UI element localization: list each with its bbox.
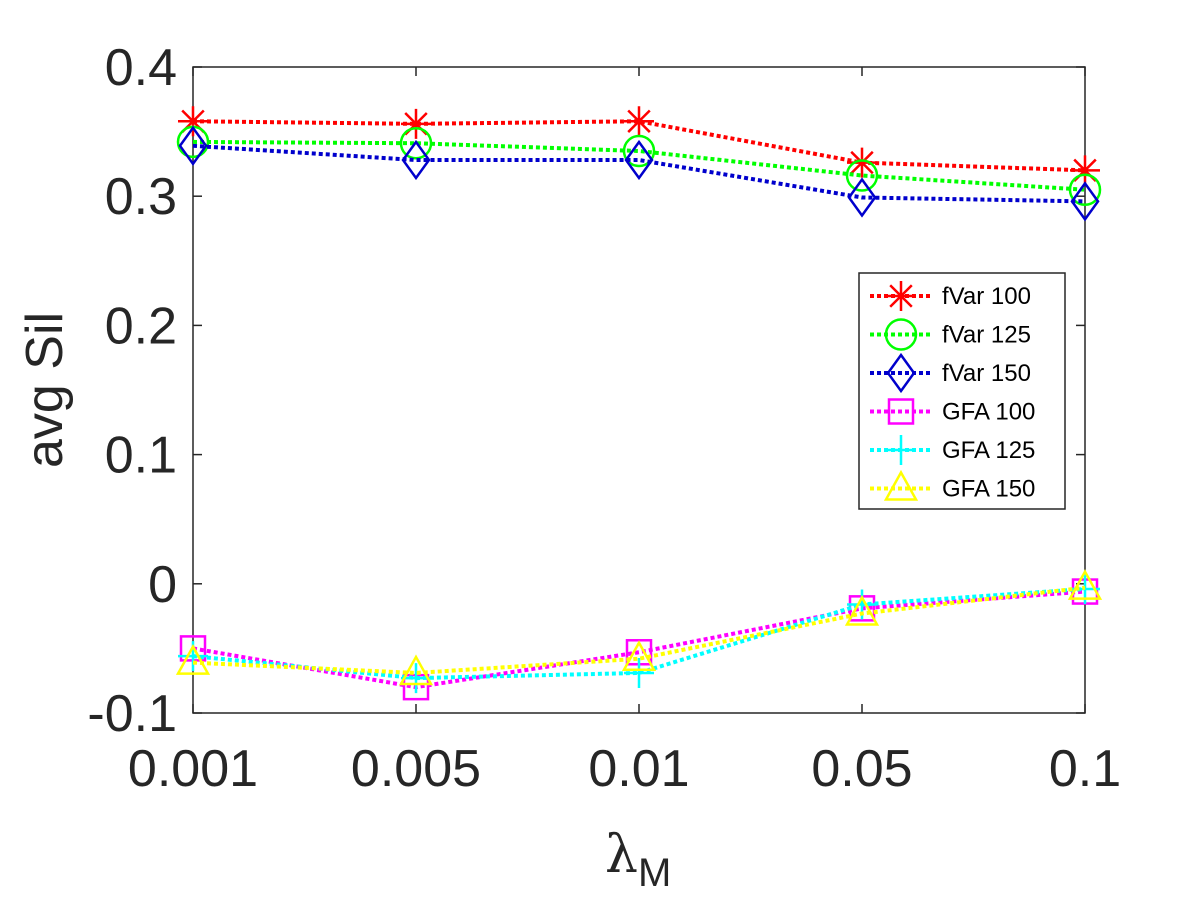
y-tick-label: -0.1: [87, 685, 177, 743]
x-tick-label: 0.05: [811, 740, 912, 798]
data-point: [624, 106, 654, 137]
y-tick-label: 0.3: [105, 168, 177, 226]
legend-marker: [884, 318, 918, 351]
x-tick-label: 0.001: [128, 740, 258, 798]
data-point: [844, 594, 880, 626]
legend-label: fVar 150: [942, 360, 1031, 387]
x-tick-label: 0.01: [588, 740, 689, 798]
series-fvar-125: [176, 125, 1102, 206]
legend-box: [858, 272, 1066, 510]
legend-marker: [887, 398, 915, 425]
data-point: [845, 159, 879, 192]
data-point: [401, 108, 431, 139]
legend: fVar 100 fVar 125 fVar 150 GFA 100 GFA 125 GF…: [858, 272, 1066, 510]
legend-label: GFA 150: [942, 476, 1035, 503]
y-axis-label: avg Sil: [16, 312, 74, 468]
data-point: [1070, 181, 1100, 222]
data-point: [622, 134, 656, 168]
legend-item: GFA 125: [870, 435, 1035, 465]
data-point: [401, 663, 431, 694]
x-axis-label-subscript: M: [638, 851, 671, 895]
series-line: [192, 143, 1086, 204]
legend-item: GFA 150: [870, 469, 1035, 503]
legend-item: fVar 100: [870, 281, 1031, 311]
data-point: [1068, 173, 1102, 206]
data-point: [178, 125, 208, 166]
data-point: [175, 644, 211, 675]
legend-item: GFA 100: [870, 398, 1035, 426]
series-line: [192, 119, 1086, 173]
y-tick-label: 0.4: [105, 39, 177, 97]
y-axis: -0.1 0 0.1 0.2 0.3 0.4: [87, 39, 1085, 743]
series-line: [192, 589, 1086, 690]
data-point: [401, 139, 431, 181]
data-point: [847, 147, 877, 178]
legend-item: fVar 125: [870, 318, 1031, 351]
data-point: [624, 139, 654, 181]
legend-marker: [886, 281, 916, 311]
data-point: [621, 640, 657, 671]
series-line: [192, 139, 1086, 192]
legend-marker: [886, 435, 916, 465]
series-fvar-150: [178, 125, 1100, 222]
data-point: [624, 657, 654, 688]
data-point: [398, 654, 434, 686]
x-axis-label: λM: [605, 825, 671, 895]
legend-label: fVar 100: [942, 283, 1031, 310]
legend-label: GFA 125: [942, 437, 1035, 464]
data-point: [1067, 569, 1103, 600]
x-axis-label-lambda: λ: [605, 825, 638, 885]
legend-item: fVar 150: [870, 352, 1031, 394]
series-fvar-100: [178, 106, 1100, 186]
data-point: [178, 106, 208, 137]
series-layer: [175, 106, 1103, 701]
data-point: [399, 126, 433, 160]
data-point: [1070, 155, 1100, 186]
data-point: [847, 177, 877, 218]
x-tick-label: 0.005: [351, 740, 481, 798]
y-tick-label: 0.1: [105, 427, 177, 485]
x-axis: 0.001 0.005 0.01 0.05 0.1: [128, 67, 1121, 798]
legend-label: GFA 100: [942, 399, 1035, 426]
legend-label: fVar 125: [942, 322, 1031, 349]
legend-marker: [883, 469, 919, 501]
y-tick-label: 0: [148, 556, 177, 614]
series-line: [192, 585, 1086, 675]
y-tick-label: 0.2: [105, 297, 177, 355]
legend-marker: [886, 352, 916, 394]
x-tick-label: 0.1: [1049, 740, 1121, 798]
series-gfa-150: [175, 569, 1103, 686]
